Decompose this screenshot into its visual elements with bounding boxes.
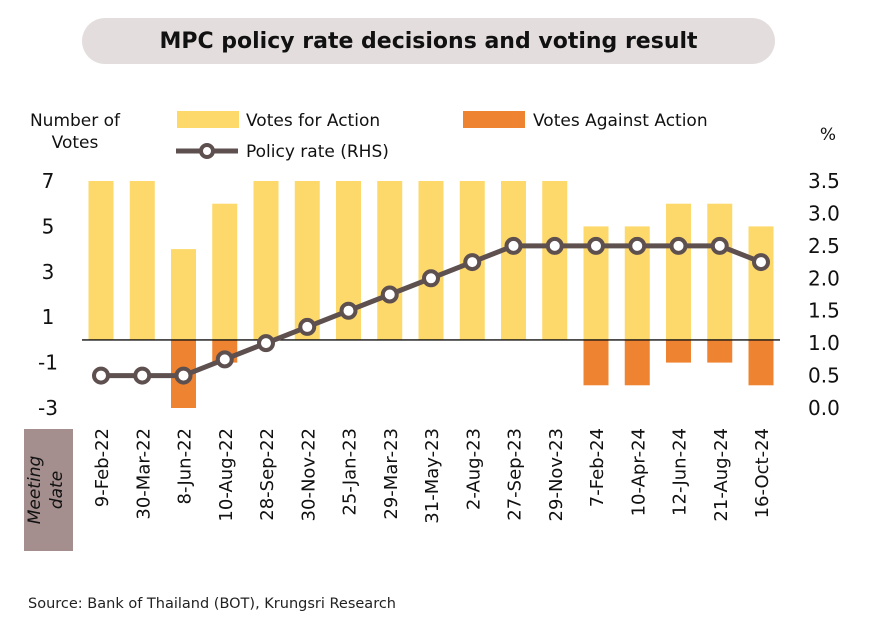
right-tick-label: 0.5	[808, 364, 840, 388]
policy-rate-line	[92, 236, 770, 385]
policy-rate-point	[587, 236, 605, 255]
left-tick-label: 1	[42, 305, 55, 329]
votes-for-bar	[377, 181, 403, 340]
left-tick-label: -3	[38, 396, 58, 420]
right-tick-label: 3.5	[808, 169, 840, 193]
x-axis-tick-labels: 9-Feb-22 30-Mar-22 8-Jun-22 10-Aug-22 28-Sep…	[92, 428, 773, 524]
legend-label-policy-rate: Policy rate (RHS)	[246, 142, 389, 162]
x-tick-label: 10-Aug-22	[216, 428, 237, 522]
x-tick-label: 16-Oct-24	[752, 428, 773, 518]
policy-rate-point	[710, 236, 729, 255]
left-tick-label: 3	[42, 260, 55, 284]
votes-for-bar	[129, 181, 155, 340]
votes-for-bar	[707, 203, 733, 340]
votes-for-bar	[88, 181, 114, 340]
left-axis-ticks: 7 5 3 1 -1 -3	[38, 169, 58, 420]
x-tick-label: 9-Feb-22	[92, 428, 113, 507]
x-tick-label: 27-Sep-23	[505, 428, 526, 521]
right-tick-label: 1.0	[808, 331, 840, 355]
votes-against-bar	[748, 339, 774, 386]
left-tick-label: 5	[42, 214, 55, 238]
x-axis-title-box: Meeting date	[24, 429, 73, 551]
votes-for-bar	[171, 249, 196, 340]
x-tick-label: 8-Jun-22	[175, 428, 196, 504]
policy-rate-point	[463, 253, 482, 272]
left-tick-label: -1	[38, 351, 58, 375]
right-axis-title: %	[820, 125, 836, 145]
votes-for-bar	[748, 226, 774, 340]
legend-label-votes-against: Votes Against Action	[533, 111, 708, 131]
votes-for-bar	[294, 181, 320, 340]
x-axis-title-line: date	[47, 471, 67, 509]
votes-for-bar	[501, 181, 526, 340]
votes-against-bar	[666, 339, 691, 363]
policy-rate-point	[422, 269, 440, 288]
left-tick-label: 7	[42, 169, 55, 193]
left-axis-title-line: Votes	[52, 133, 99, 153]
right-tick-label: 1.5	[808, 299, 840, 323]
votes-for-bar	[212, 203, 238, 340]
votes-for-bar	[666, 203, 691, 340]
votes-against-bar	[707, 339, 733, 363]
right-tick-label: 2.0	[808, 266, 840, 290]
left-axis-title-line: Number of	[30, 111, 121, 131]
legend-swatch-votes-against	[463, 111, 525, 128]
votes-against-bar	[583, 339, 609, 386]
right-tick-label: 2.5	[808, 234, 840, 258]
votes-for-bar	[542, 181, 568, 340]
x-tick-label: 2-Aug-23	[463, 428, 484, 510]
policy-rate-point	[133, 366, 152, 385]
right-tick-label: 3.0	[808, 201, 840, 225]
policy-rate-point	[92, 366, 110, 385]
right-tick-label: 0.0	[808, 396, 840, 420]
chart-title: MPC policy rate decisions and voting res…	[82, 18, 775, 64]
legend-marker-policy-rate	[199, 143, 215, 159]
policy-rate-point	[298, 317, 317, 336]
x-tick-label: 25-Jan-23	[340, 428, 361, 516]
x-tick-label: 31-May-23	[422, 428, 443, 524]
x-tick-label: 7-Feb-24	[587, 428, 608, 507]
x-tick-label: 29-Mar-23	[381, 428, 402, 520]
policy-rate-point	[504, 236, 523, 255]
x-tick-label: 12-Jun-24	[670, 428, 691, 516]
votes-for-bar	[418, 181, 444, 340]
legend-label-votes-for: Votes for Action	[246, 111, 380, 131]
right-axis-ticks: 3.5 3.0 2.5 2.0 1.5 1.0 0.5 0.0	[808, 169, 840, 420]
votes-for-bar	[253, 181, 279, 340]
source-note: Source: Bank of Thailand (BOT), Krungsri…	[28, 596, 397, 612]
policy-rate-point	[257, 334, 275, 353]
policy-rate-point	[339, 301, 358, 320]
x-axis-title-line: Meeting	[25, 456, 45, 525]
policy-rate-point	[752, 253, 770, 272]
legend: Votes for Action Votes Against Action Poli…	[176, 111, 708, 162]
x-axis-title-background	[24, 429, 73, 551]
policy-rate-point	[628, 236, 647, 255]
votes-for-bars	[88, 181, 774, 340]
x-tick-label: 28-Sep-22	[257, 428, 278, 521]
policy-rate-point	[669, 236, 688, 255]
chart-title-text: MPC policy rate decisions and voting res…	[159, 28, 698, 54]
policy-rate-point	[215, 350, 234, 369]
votes-against-bar	[624, 339, 650, 386]
x-tick-label: 30-Mar-22	[133, 428, 154, 520]
x-tick-label: 21-Aug-24	[711, 428, 732, 522]
x-tick-label: 10-Apr-24	[628, 428, 649, 516]
x-tick-label: 30-Nov-22	[298, 428, 319, 521]
x-tick-label: 29-Nov-23	[546, 428, 567, 521]
policy-rate-point	[174, 366, 193, 385]
policy-rate-point	[380, 285, 399, 304]
legend-swatch-votes-for	[177, 111, 239, 128]
policy-rate-point	[545, 236, 564, 255]
